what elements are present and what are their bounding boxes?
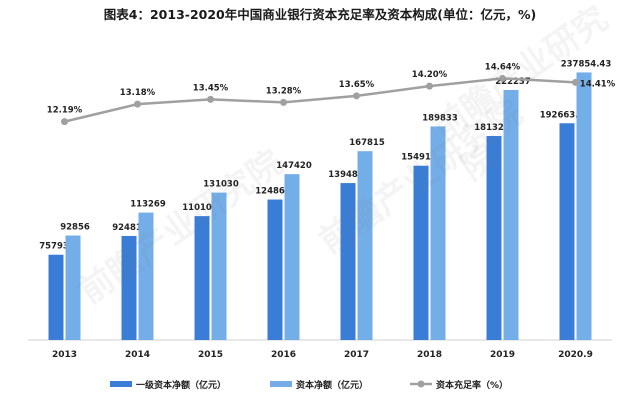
bar-tier1-capital (267, 199, 283, 340)
x-tick-label: 2016 (271, 350, 296, 360)
chart-title: 图表4：2013-2020年中国商业银行资本充足率及资本构成(单位：亿元，%) (103, 7, 537, 22)
line-data-label: 14.41% (580, 79, 616, 89)
legend-marker (417, 380, 425, 388)
bar-net-capital (357, 151, 373, 340)
bar-tier1-capital (194, 216, 210, 340)
bar-tier1-capital (121, 235, 137, 340)
legend-swatch (270, 381, 292, 387)
line-data-label: 12.19% (47, 106, 83, 116)
data-label-tier1: 181325 (474, 123, 510, 133)
line-data-label: 13.18% (120, 88, 156, 98)
data-label-net-capital: 167815 (349, 138, 385, 148)
bar-net-capital (576, 72, 592, 341)
x-tick-label: 2015 (198, 350, 223, 360)
data-label-tier1: 124861 (255, 187, 291, 197)
line-data-label: 13.45% (193, 83, 229, 93)
bar-tier1-capital (340, 183, 356, 340)
data-label-tier1: 110109 (182, 203, 218, 213)
data-label-tier1: 139488 (328, 170, 364, 180)
bar-net-capital (211, 192, 227, 340)
legend-label: 资本净额（亿元） (296, 379, 368, 391)
bar-tier1-capital (486, 136, 502, 340)
x-tick-label: 2019 (490, 350, 515, 360)
data-label-net-capital: 92856 (60, 223, 90, 233)
bar-net-capital (503, 89, 519, 341)
x-tick-label: 2020.9 (558, 350, 593, 360)
bar-net-capital (430, 126, 446, 341)
data-label-net-capital: 147420 (276, 161, 312, 171)
line-point (572, 78, 579, 86)
line-capital-adequacy (64, 77, 576, 123)
line-data-label: 14.20% (412, 70, 448, 80)
x-tick-label: 2018 (417, 350, 442, 360)
line-data-label: 13.28% (266, 86, 302, 96)
line-point (207, 95, 214, 103)
bar-tier1-capital (48, 254, 64, 340)
line-point (280, 98, 287, 106)
bar-net-capital (65, 235, 81, 340)
data-label-net-capital: 189833 (422, 113, 458, 123)
bar-tier1-capital (413, 165, 429, 340)
line-point (499, 74, 506, 82)
x-tick-label: 2014 (125, 350, 150, 360)
line-point (426, 82, 433, 90)
data-label-tier1: 154910 (401, 153, 437, 163)
legend-label: 一级资本净额（亿元） (136, 379, 226, 391)
line-data-label: 14.64% (485, 62, 521, 72)
data-label-net-capital: 237854.43 (561, 59, 612, 69)
legend-label: 资本充足率（%） (436, 379, 508, 391)
bar-net-capital (138, 212, 154, 340)
line-point (353, 92, 360, 100)
bar-net-capital (284, 174, 300, 340)
x-tick-label: 2017 (344, 350, 369, 360)
line-point (134, 100, 141, 108)
line-point (61, 118, 68, 126)
data-label-tier1: 92481 (112, 223, 142, 233)
data-label-tier1: 75793 (39, 242, 69, 252)
line-data-label: 13.65% (339, 80, 375, 90)
data-label-tier1: 192663.47 (540, 110, 591, 120)
data-label-net-capital: 113269 (130, 200, 166, 210)
x-tick-label: 2013 (52, 350, 77, 360)
legend-swatch (110, 381, 132, 387)
data-label-net-capital: 222237 (495, 77, 531, 87)
data-label-net-capital: 131030 (203, 180, 239, 190)
bar-tier1-capital (559, 123, 575, 340)
